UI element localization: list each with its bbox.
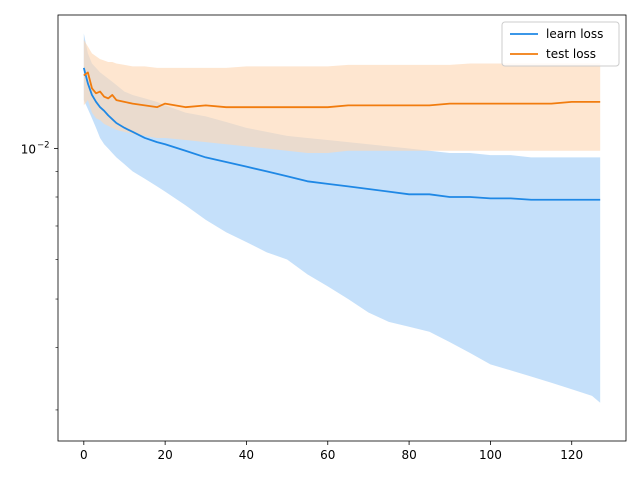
series-lines <box>82 67 601 201</box>
x-tick-label: 100 <box>479 448 502 462</box>
y-tick-label: 10 <box>21 143 36 157</box>
legend: learn loss test loss <box>501 21 620 67</box>
x-tick-label: 60 <box>320 448 335 462</box>
legend-label: learn loss <box>546 27 603 41</box>
x-tick-label: 80 <box>401 448 416 462</box>
legend-label: test loss <box>546 47 596 61</box>
legend-box <box>501 21 620 67</box>
y-axis-ticks: 10 −2 <box>21 141 58 411</box>
x-axis-ticks: 0 20 40 60 80 100 120 <box>80 441 583 462</box>
test-loss-band <box>83 39 601 153</box>
test-loss-line <box>83 71 601 109</box>
x-tick-label: 20 <box>157 448 172 462</box>
x-tick-label: 120 <box>560 448 583 462</box>
axes-frame <box>57 14 627 442</box>
x-tick-label: 40 <box>239 448 254 462</box>
confidence-bands <box>83 33 601 403</box>
y-tick-exponent: −2 <box>37 141 50 151</box>
learn-loss-line <box>82 67 601 201</box>
x-tick-label: 0 <box>80 448 88 462</box>
